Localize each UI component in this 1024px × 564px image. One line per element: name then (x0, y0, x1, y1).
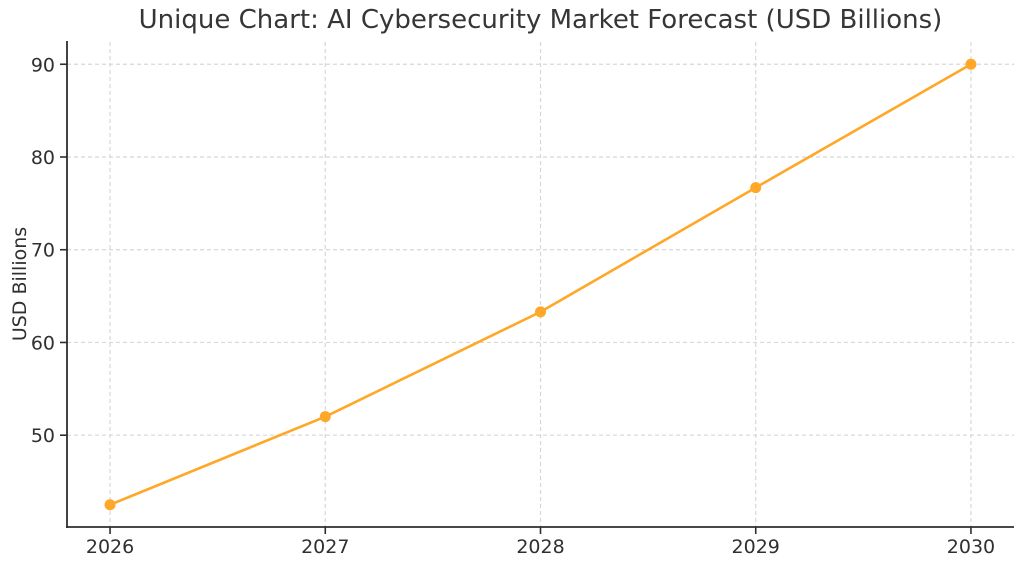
data-point-marker (965, 58, 977, 70)
x-tick-label: 2026 (86, 536, 134, 558)
data-point-marker (535, 306, 546, 318)
data-point-marker (319, 411, 331, 423)
x-tick-label: 2030 (947, 536, 995, 558)
y-tick-label: 90 (31, 54, 55, 76)
y-tick-label: 80 (31, 147, 55, 169)
y-tick-label: 50 (31, 425, 55, 447)
chart-title: Unique Chart: AI Cybersecurity Market Fo… (138, 5, 943, 35)
forecast-line (108, 62, 973, 507)
y-tick-label: 60 (31, 332, 55, 354)
x-tick-label: 2027 (301, 536, 349, 558)
data-point-marker (104, 499, 116, 511)
x-tick-label: 2028 (516, 536, 564, 558)
y-tick-label: 70 (31, 240, 55, 262)
x-tick-label: 2029 (732, 536, 780, 558)
data-point-marker (750, 182, 762, 194)
